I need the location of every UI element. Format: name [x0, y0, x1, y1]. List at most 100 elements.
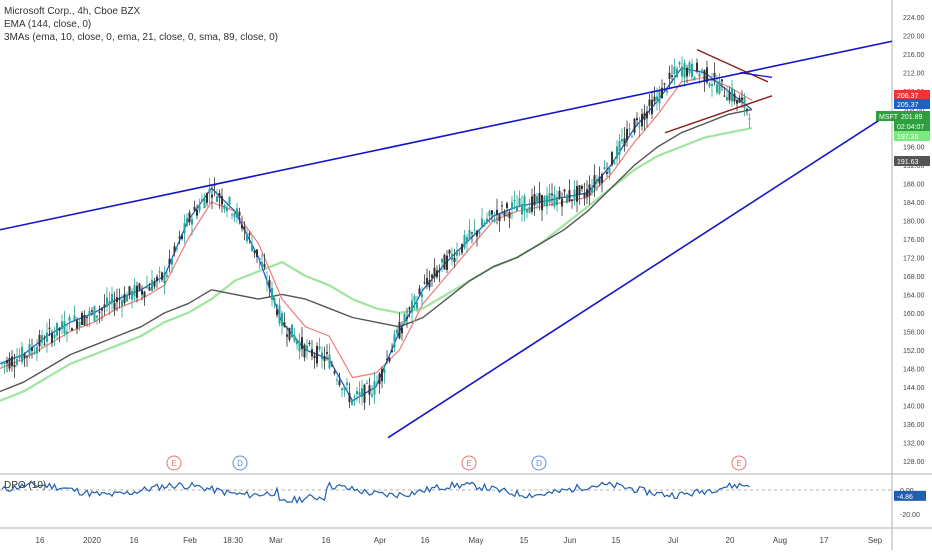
- candle-body: [548, 193, 551, 203]
- candle-body: [458, 253, 461, 255]
- candle-body: [531, 196, 533, 212]
- dpo-line: [1, 480, 750, 505]
- candle-body: [258, 258, 261, 261]
- candle-body: [51, 333, 53, 343]
- candle-body: [218, 193, 221, 198]
- ema21-line: [0, 76, 753, 379]
- candle-body: [148, 287, 151, 291]
- candles: [1, 56, 751, 410]
- candle-body: [26, 355, 28, 357]
- candle-body: [568, 190, 571, 201]
- candle-body: [98, 311, 101, 313]
- candle-body: [716, 84, 718, 93]
- candle-body: [711, 84, 713, 86]
- y-tick-label: 172.00: [903, 255, 925, 262]
- triangle-top-line: [696, 48, 769, 83]
- candle-body: [423, 282, 426, 284]
- price-label-tag: [876, 111, 898, 121]
- candle-body: [571, 199, 573, 201]
- price-label-text: 205.37: [897, 102, 919, 109]
- candle-body: [616, 146, 618, 159]
- candle-body: [706, 67, 708, 83]
- candle-body: [638, 126, 641, 127]
- candle-body: [248, 233, 251, 236]
- candle-body: [443, 254, 446, 270]
- candle-body: [171, 259, 173, 265]
- candle-body: [318, 346, 321, 350]
- y-tick-label: 192.00: [903, 163, 925, 170]
- candle-body: [528, 206, 531, 213]
- dpo-tick-label: -20.00: [900, 512, 920, 519]
- candle-body: [263, 264, 266, 268]
- x-tick-label: Jun: [564, 536, 577, 545]
- candle-body: [8, 357, 11, 369]
- candle-body: [558, 190, 561, 199]
- candle-body: [588, 184, 591, 196]
- candle-body: [428, 280, 431, 288]
- candle-body: [198, 205, 201, 211]
- candle-body: [746, 109, 748, 111]
- candle-body: [388, 358, 391, 362]
- chart-legend: Microsoft Corp., 4h, Cboe BZX EMA (144, …: [4, 5, 278, 44]
- candle-body: [508, 212, 511, 219]
- candle-body: [91, 310, 93, 312]
- candle-body: [308, 342, 311, 345]
- candle-body: [453, 257, 456, 262]
- candle-body: [698, 73, 701, 77]
- candle-body: [526, 209, 528, 213]
- x-tick-label: 16: [130, 536, 139, 545]
- candle-body: [523, 196, 526, 211]
- event-earnings-marker: [731, 455, 747, 471]
- candle-body: [691, 63, 693, 77]
- candle-body: [156, 276, 158, 282]
- triangle-bottom-line: [664, 95, 773, 134]
- candle-body: [721, 79, 723, 82]
- candle-body: [231, 214, 233, 216]
- candle-body: [6, 360, 8, 364]
- candle-body: [411, 300, 413, 313]
- candle-body: [186, 218, 188, 226]
- candle-body: [386, 359, 388, 361]
- candle-body: [471, 232, 473, 234]
- candle-body: [41, 335, 43, 343]
- candle-body: [141, 290, 143, 295]
- candle-body: [541, 195, 543, 211]
- candle-body: [658, 90, 661, 104]
- y-tick-label: 224.00: [903, 15, 925, 22]
- candle-body: [403, 314, 406, 324]
- candle-body: [661, 87, 663, 99]
- candle-body: [603, 167, 606, 170]
- candle-body: [173, 246, 176, 253]
- candle-body: [466, 237, 468, 242]
- candle-body: [736, 100, 738, 104]
- candle-body: [338, 380, 341, 385]
- candle-body: [713, 72, 716, 78]
- candle-body: [108, 300, 111, 305]
- event-label: E: [736, 459, 741, 468]
- candle-body: [611, 152, 613, 165]
- candle-body: [333, 371, 336, 374]
- candle-body: [168, 258, 171, 265]
- candle-body: [743, 97, 746, 109]
- candle-body: [43, 343, 46, 345]
- candle-body: [636, 118, 638, 120]
- candle-body: [291, 324, 293, 338]
- candle-body: [693, 76, 696, 81]
- candle-body: [118, 298, 121, 300]
- candle-body: [46, 332, 48, 342]
- candle-body: [648, 99, 651, 106]
- dpo-value-label: -4.86: [897, 494, 913, 501]
- candle-body: [496, 209, 498, 215]
- candle-body: [408, 307, 411, 310]
- event-label: D: [237, 459, 243, 468]
- event-dividend-marker: [232, 455, 248, 471]
- candle-body: [36, 346, 38, 354]
- candle-body: [546, 195, 548, 207]
- candle-body: [506, 203, 508, 209]
- candle-body: [346, 382, 348, 385]
- candle-body: [433, 267, 436, 278]
- candle-body: [671, 75, 673, 77]
- candle-body: [556, 197, 558, 205]
